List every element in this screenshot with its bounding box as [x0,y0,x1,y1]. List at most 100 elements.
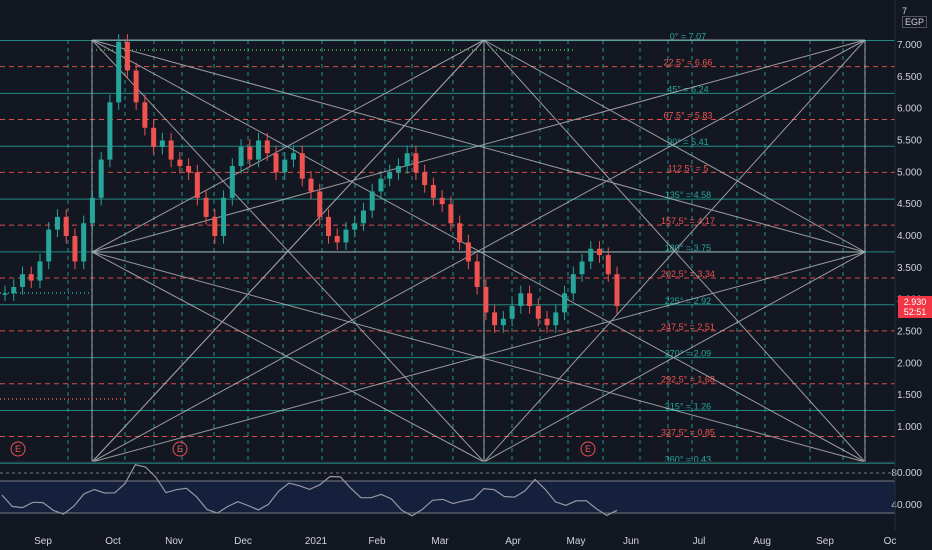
candle-body [28,274,34,281]
event-marker-icon [172,441,188,457]
candle-body [98,159,104,198]
time-axis-label: May [567,536,586,547]
gann-fan-line [91,251,866,463]
candle-body [360,210,366,224]
currency-symbol: 7 [902,6,908,16]
gann-fan-line [91,39,866,463]
candle-body [317,191,323,217]
candle-body [579,261,585,275]
time-axis-label: Sep [816,536,834,547]
oscillator-line [1,464,618,517]
gann-fan-line [483,39,866,463]
candle-body [291,153,297,160]
candle-body [413,153,419,173]
candle-body [229,165,235,198]
gann-level-label: 67.5° = 5.83 [664,110,713,120]
candle-body [343,229,349,243]
candle-body [352,223,358,230]
candle-body [439,197,445,205]
time-axis-label: 2021 [305,536,328,547]
price-axis-label: 5.000 [897,167,922,178]
candle-body [605,255,611,275]
candle-body [562,293,568,313]
gann-level-label: 225° = 2.92 [665,296,711,306]
gann-level-label: 315° = 1.26 [665,401,711,411]
gann-level-label: 157.5° = 4.17 [661,216,715,226]
time-axis-label: Jun [623,536,639,547]
event-marker-label: E [585,444,591,454]
candle-body [588,248,594,262]
candle-body [509,306,515,319]
gann-level-label: 360° = 0.43 [665,454,711,464]
candle-body [37,261,43,281]
candle-body [378,178,384,192]
candle-body [63,216,69,236]
event-marker-icon [10,441,26,457]
time-axis-label: Mar [431,536,449,547]
candle-body [457,223,463,243]
candle-body [387,172,393,179]
candle-body [116,41,122,103]
price-axis-label: 1.500 [897,390,922,401]
gann-level-label: 0° = 7.07 [670,32,706,42]
candle-body [2,293,8,295]
candle-body [483,286,489,313]
gann-fan-line [91,39,485,463]
gann-level-label: 22.5° = 6.66 [664,58,713,68]
candle-body [238,146,244,166]
gann-level-label: 202.5° = 3.34 [661,269,715,279]
candle-body [614,274,620,307]
candle-body [221,197,227,236]
currency-code: EGP [902,16,928,28]
candle-body [404,153,410,166]
candle-body [500,318,506,326]
candle-body [142,102,148,128]
time-axis-label: Aug [753,536,771,547]
oscillator-band [0,481,895,513]
gann-levels-group: 0° = 7.07 22.5° = 6.66 45° = 6.24 67.5° = 5… [0,32,895,464]
gann-fan-line [483,251,866,463]
currency-label[interactable]: 7 EGP [902,6,932,28]
candle-body [264,140,270,154]
candle-body [81,223,87,262]
price-axis-label: 3.500 [897,263,922,274]
event-marker-label: E [15,444,21,454]
candle-body [422,172,428,186]
oscillator-axis-label: 80.000 [891,468,922,479]
candle-body [133,70,139,103]
gann-level-label: 270° = 2.09 [665,349,711,359]
candle-body [247,146,253,160]
candle-body [124,41,130,71]
candle-body [325,216,331,236]
time-axis-label: Feb [368,536,386,547]
price-axis-label: 4.500 [897,199,922,210]
candle-body [395,165,401,173]
price-axis-label: 5.500 [897,136,922,147]
event-marker-icon [580,441,596,457]
candle-body [186,165,192,173]
candle-body [168,140,174,160]
candle-body [465,242,471,262]
candle-body [212,216,218,236]
time-axis-label: Apr [505,536,521,547]
candle-body [107,102,113,160]
candle-body [46,229,52,262]
price-axis-label: 4.000 [897,231,922,242]
gann-level-label: 337.5° = 0.85 [661,428,715,438]
price-axis-label: 1.000 [897,422,922,433]
candle-body [11,286,17,294]
candle-body [159,140,165,147]
candle-body [448,204,454,224]
gann-level-label: 247.5° = 2.51 [661,322,715,332]
candle-body [256,140,262,160]
price-axis-label: 7.000 [897,40,922,51]
time-axis-label: Nov [165,536,183,547]
candle-body [553,312,559,326]
time-axis-label: Oc [884,536,897,547]
gann-fan-line [91,39,866,253]
candle-body [308,178,314,192]
time-axis-label: Dec [234,536,252,547]
gann-fan-line [91,39,485,253]
